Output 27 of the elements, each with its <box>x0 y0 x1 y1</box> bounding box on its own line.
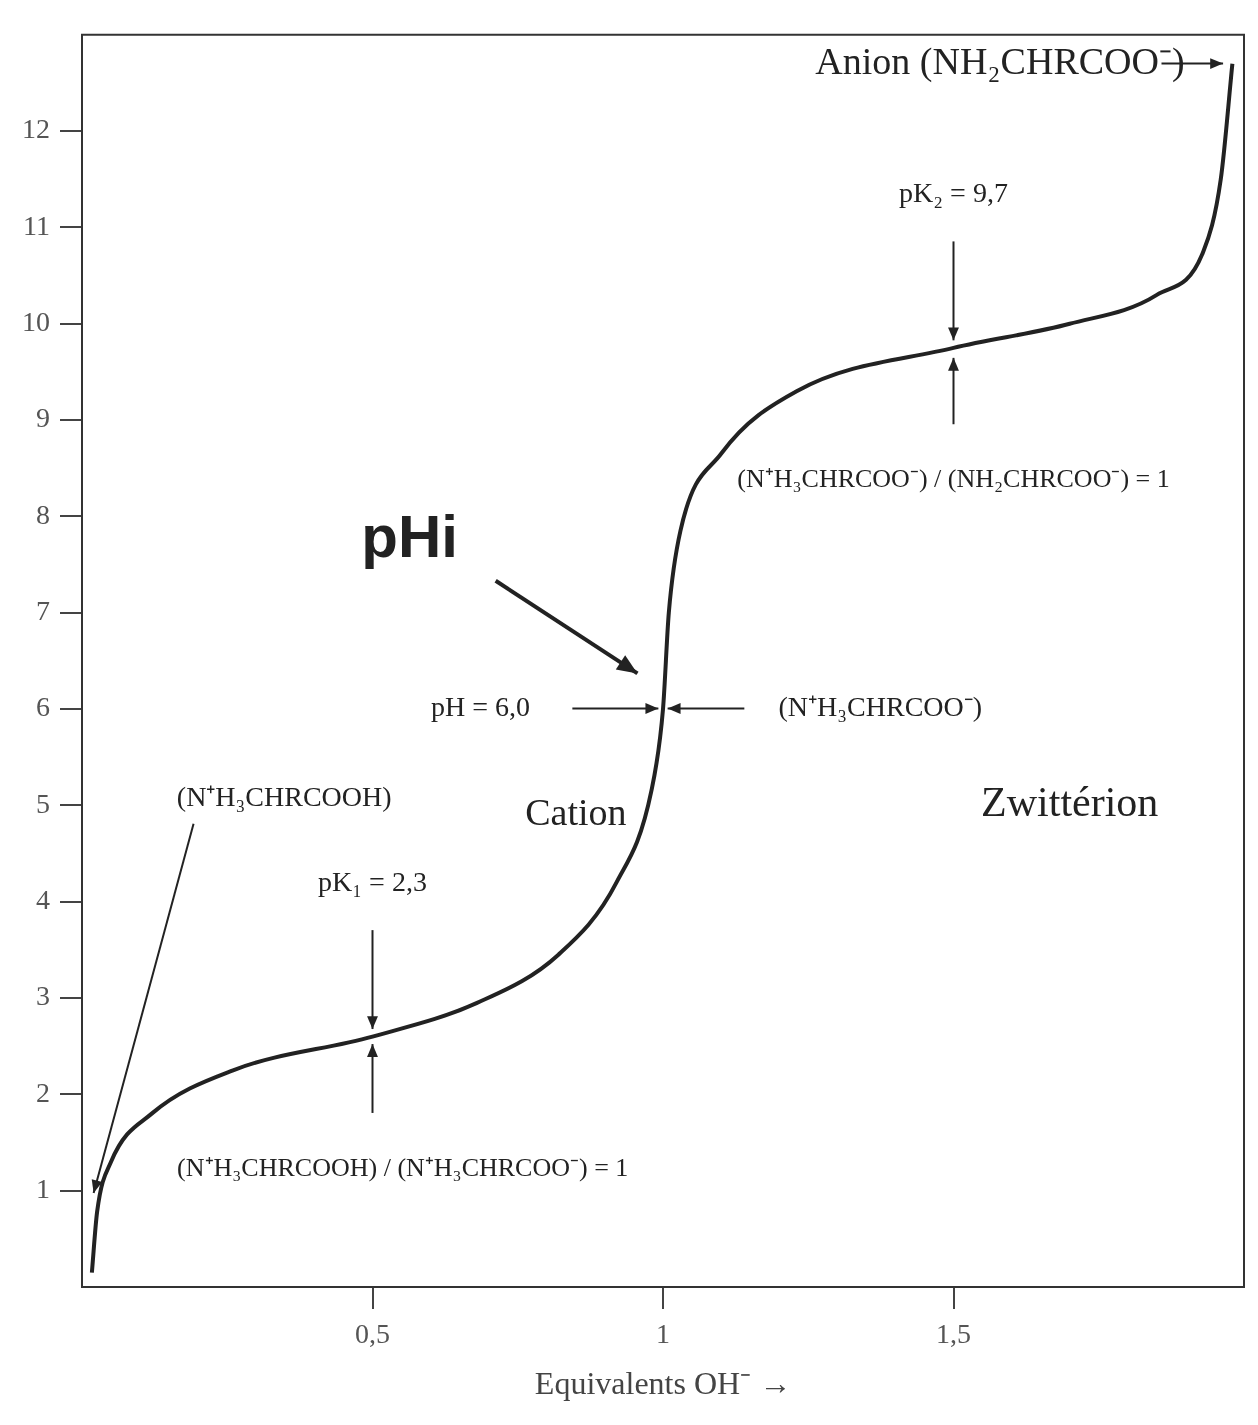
y-tick-label: 2 <box>36 1076 50 1108</box>
annotation: (N⁺H₃CHRCOOH) / (N⁺H₃CHRCOO⁻) = 1 <box>177 1153 629 1183</box>
y-tick-label: 11 <box>23 209 50 241</box>
y-tick-label: 6 <box>36 691 50 723</box>
annotation: pK₁ = 2,3 <box>318 866 427 898</box>
y-tick-label: 1 <box>36 1173 50 1205</box>
x-axis-title: Equivalents OH⁻ → <box>534 1365 792 1402</box>
x-tick-label: 0,5 <box>355 1318 390 1350</box>
y-tick-label: 12 <box>22 113 50 145</box>
annotation: Anion (NH₂CHRCOO⁻) <box>815 39 1185 83</box>
y-tick-label: 9 <box>36 402 50 434</box>
annotation: pH = 6,0 <box>431 690 531 722</box>
x-tick-label: 1 <box>656 1318 670 1350</box>
y-tick-label: 4 <box>36 884 50 916</box>
annotation: Cation <box>525 790 627 833</box>
y-tick-label: 10 <box>22 306 50 338</box>
annotation: pHi <box>361 503 459 571</box>
annotation: pK₂ = 9,7 <box>899 177 1008 209</box>
annotation: (N⁺H₃CHRCOOH) <box>176 781 392 812</box>
y-tick-label: 5 <box>36 787 50 819</box>
annotation: (N⁺H₃CHRCOO⁻) <box>778 690 983 722</box>
y-tick-label: 3 <box>36 980 50 1012</box>
annotation: Zwittérion <box>981 778 1159 825</box>
y-tick-label: 7 <box>36 595 50 627</box>
x-tick-label: 1,5 <box>936 1318 971 1350</box>
annotation: (N⁺H₃CHRCOO⁻) / (NH₂CHRCOO⁻) = 1 <box>737 464 1170 494</box>
y-tick-label: 8 <box>36 498 50 530</box>
